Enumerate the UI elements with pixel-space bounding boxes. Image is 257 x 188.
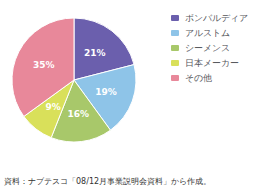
- svg-text:日本メーカー: 日本メーカー: [185, 58, 239, 68]
- svg-text:シーメンス: シーメンス: [185, 43, 230, 53]
- svg-text:ボンバルディア: ボンバルディア: [185, 13, 248, 23]
- svg-text:9%: 9%: [46, 102, 61, 112]
- svg-text:その他: その他: [185, 73, 212, 83]
- svg-text:16%: 16%: [67, 109, 89, 119]
- svg-text:資料：ナブテスコ「08/12月事業説明会資料」から作成。: 資料：ナブテスコ「08/12月事業説明会資料」から作成。: [4, 177, 211, 186]
- svg-text:21%: 21%: [84, 48, 106, 58]
- svg-text:アルストム: アルストム: [185, 28, 230, 38]
- svg-text:35%: 35%: [33, 60, 55, 70]
- svg-text:19%: 19%: [95, 87, 117, 97]
